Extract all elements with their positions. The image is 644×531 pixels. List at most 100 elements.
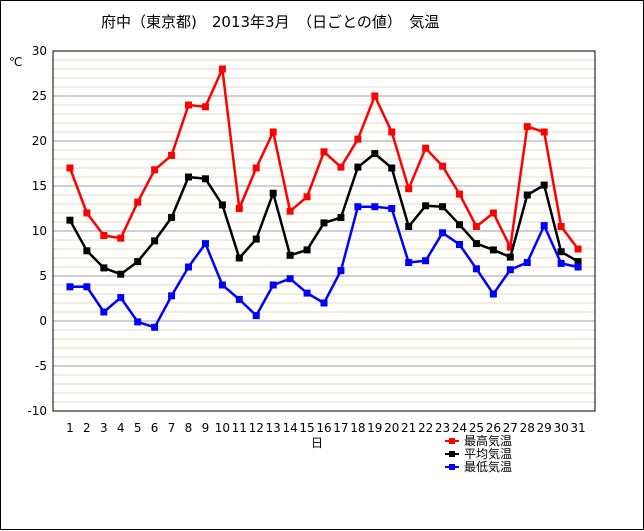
data-point bbox=[337, 214, 345, 221]
x-tick-label: 25 bbox=[469, 421, 484, 435]
data-point bbox=[506, 243, 514, 251]
data-point bbox=[337, 267, 345, 275]
data-point bbox=[489, 290, 497, 298]
y-tick-label: 0 bbox=[39, 314, 47, 328]
x-tick-label: 8 bbox=[185, 421, 193, 435]
data-point bbox=[472, 265, 480, 273]
data-point bbox=[168, 151, 176, 159]
data-point bbox=[218, 281, 226, 289]
data-point bbox=[354, 163, 362, 171]
data-point bbox=[269, 281, 277, 289]
data-point bbox=[405, 223, 413, 230]
data-point bbox=[303, 289, 311, 297]
data-point bbox=[557, 259, 565, 267]
legend-label: 最低気温 bbox=[464, 459, 512, 474]
x-tick-label: 26 bbox=[486, 421, 501, 435]
data-point bbox=[252, 312, 260, 320]
data-point bbox=[235, 254, 243, 262]
data-point bbox=[337, 163, 345, 171]
data-point bbox=[540, 181, 548, 189]
x-tick-label: 21 bbox=[401, 421, 416, 435]
plot-area bbox=[52, 50, 596, 412]
data-point bbox=[557, 248, 565, 256]
data-point bbox=[489, 209, 497, 217]
data-point bbox=[574, 258, 582, 266]
data-point bbox=[117, 294, 125, 302]
data-point bbox=[371, 92, 379, 100]
data-point bbox=[185, 263, 192, 271]
data-point bbox=[456, 190, 463, 198]
data-point bbox=[66, 164, 74, 172]
legend-marker bbox=[449, 438, 455, 444]
data-point bbox=[388, 164, 396, 172]
data-point bbox=[523, 259, 531, 266]
data-point bbox=[100, 264, 108, 272]
data-point bbox=[422, 144, 430, 152]
data-point bbox=[286, 251, 294, 259]
data-point bbox=[303, 246, 311, 254]
data-point bbox=[117, 270, 125, 278]
data-point bbox=[388, 128, 396, 136]
x-tick-label: 13 bbox=[266, 421, 281, 435]
data-point bbox=[235, 295, 243, 303]
x-tick-label: 22 bbox=[418, 421, 433, 435]
data-point bbox=[83, 247, 91, 255]
data-point bbox=[354, 135, 362, 143]
series-3 bbox=[66, 203, 582, 331]
data-point bbox=[489, 246, 497, 254]
x-tick-label: 4 bbox=[117, 421, 125, 435]
data-point bbox=[134, 258, 142, 266]
data-point bbox=[185, 101, 192, 109]
x-tick-label: 3 bbox=[100, 421, 108, 435]
data-point bbox=[218, 201, 226, 209]
data-point bbox=[523, 191, 531, 199]
x-tick-label: 14 bbox=[282, 421, 297, 435]
x-tick-label: 10 bbox=[215, 421, 230, 435]
data-point bbox=[422, 257, 430, 265]
data-point bbox=[201, 103, 209, 111]
data-point bbox=[388, 205, 396, 212]
x-tick-label: 17 bbox=[333, 421, 348, 435]
data-point bbox=[506, 253, 514, 261]
data-point bbox=[286, 275, 294, 283]
y-tick-label: -10 bbox=[27, 404, 47, 418]
data-point bbox=[472, 240, 480, 248]
data-point bbox=[354, 203, 362, 211]
x-tick-label: 9 bbox=[202, 421, 210, 435]
data-point bbox=[201, 240, 209, 248]
legend-label: 最高気温 bbox=[464, 433, 512, 448]
data-point bbox=[134, 198, 142, 206]
data-point bbox=[117, 234, 125, 242]
data-point bbox=[269, 189, 277, 197]
x-tick-label: 31 bbox=[570, 421, 585, 435]
data-point bbox=[235, 205, 243, 212]
x-tick-label: 7 bbox=[168, 421, 176, 435]
data-point bbox=[439, 229, 447, 237]
x-axis-label: 日 bbox=[311, 436, 323, 450]
series bbox=[66, 65, 582, 331]
data-point bbox=[100, 232, 108, 239]
legend-marker bbox=[449, 451, 455, 457]
data-point bbox=[168, 214, 176, 221]
data-point bbox=[151, 166, 159, 174]
y-tick-label: 10 bbox=[32, 224, 47, 238]
x-tick-label: 12 bbox=[249, 421, 264, 435]
data-point bbox=[456, 221, 463, 229]
data-point bbox=[540, 128, 548, 136]
x-tick-label: 15 bbox=[299, 421, 314, 435]
x-tick-label: 28 bbox=[520, 421, 535, 435]
data-point bbox=[506, 266, 514, 274]
series-1 bbox=[66, 65, 582, 253]
x-tick-label: 27 bbox=[503, 421, 518, 435]
data-point bbox=[456, 241, 463, 248]
data-point bbox=[303, 193, 311, 201]
y-tick-label: 15 bbox=[32, 179, 47, 193]
data-point bbox=[100, 308, 108, 316]
data-point bbox=[66, 216, 74, 224]
x-tick-label: 23 bbox=[435, 421, 450, 435]
x-tick-label: 30 bbox=[553, 421, 568, 435]
y-tick-label: 20 bbox=[32, 134, 47, 148]
